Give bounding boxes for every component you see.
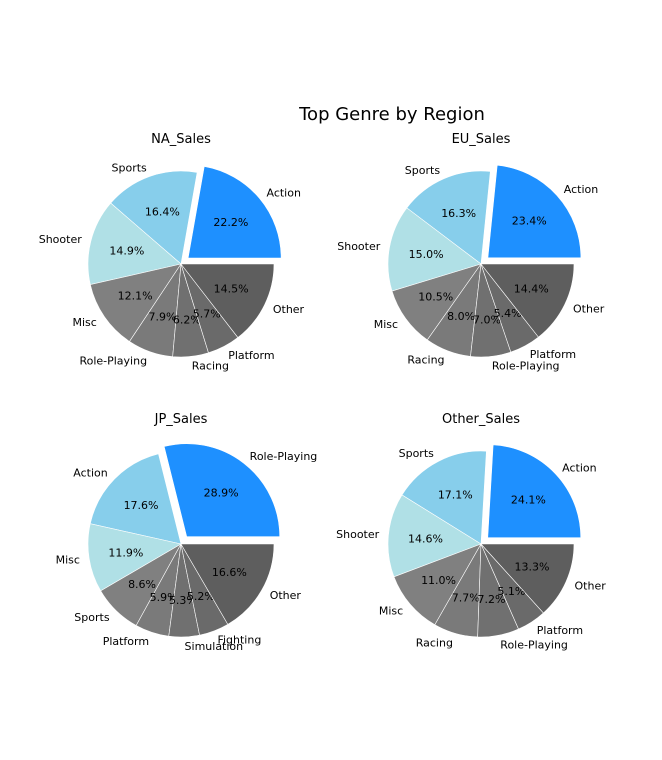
pie-slice-percent: 28.9% [204,487,239,500]
pie-slice-label: Action [562,461,596,474]
pie-slice-label: Shooter [336,528,379,541]
pie-slice-percent: 16.6% [212,566,247,579]
pie-slice-percent: 5.9% [150,591,178,604]
pie-slice-percent: 12.1% [118,290,153,303]
pie-slice-other [180,263,275,338]
pie-slice-label: Racing [192,360,229,373]
figure-title: Top Genre by Region [298,104,485,125]
pie-slice-label: Sports [74,611,110,624]
pie-slice-label: Action [564,183,598,196]
pie-slice-label: Misc [379,604,403,617]
pie-slice-percent: 5.2% [187,590,215,603]
pie-slice-label: Other [573,303,605,316]
pie-slice-label: Other [575,579,607,592]
pie-slice-sports [401,450,487,545]
pie-slice-misc [89,263,182,342]
pie-chart-jp-sales: JP_Sales 28.9% Role-Playing 17.6% Action 11.… [56,412,318,653]
pie-slice-percent: 7.0% [473,313,501,326]
pie-slice-percent: 11.9% [108,547,143,560]
pie-slice-label: Platform [537,624,583,637]
pie-slice-percent: 14.4% [514,282,549,295]
pie-slice-misc [87,523,182,592]
pie-slice-label: Shooter [39,233,82,246]
pie-slice-sports [406,170,491,265]
pie-slice-shooter [387,494,482,578]
pie-chart-na-sales: NA_Sales 22.2% Action 16.4% Sports 14.9% Shoo… [39,132,305,373]
pie-slice-label: Simulation [185,640,244,653]
pie-slice-percent: 23.4% [512,214,547,227]
pie-slice-label: Sports [112,162,148,175]
pie-slice-other [480,543,575,614]
pie-slice-percent: 13.3% [515,561,550,574]
pie-slice-label: Other [270,589,302,602]
pie-slice-sports [110,170,198,265]
pie-slice-percent: 10.5% [418,291,453,304]
pie-slice-percent: 7.9% [149,311,177,324]
pie-slice-label: Sports [399,447,435,460]
pie-slice-percent: 16.4% [145,205,180,218]
pie-slice-label: Role-Playing [492,360,560,373]
pie-title: Other_Sales [442,412,520,427]
pie-slice-label: Role-Playing [79,355,147,368]
pie-slice-shooter [87,202,182,285]
pie-slice-percent: 15.0% [409,248,444,261]
pie-slice-label: Platform [530,348,576,361]
pie-slice-percent: 11.0% [421,574,456,587]
pie-slice-percent: 6.2% [173,313,201,326]
pie-slice-label: Platform [228,349,274,362]
pie-slice-label: Role-Playing [250,450,318,463]
pie-slice-label: Shooter [337,240,380,253]
pie-slice-label: Racing [416,636,453,649]
pie-slice-label: Other [273,303,305,316]
pie-slice-action [89,453,182,545]
pie-title: NA_Sales [151,132,211,147]
pie-slice-shooter [387,207,482,292]
pie-slice-label: Misc [72,316,96,329]
pie-slice-percent: 24.1% [511,493,546,506]
pie-title: EU_Sales [452,132,511,147]
pie-slice-percent: 17.6% [124,499,159,512]
pie-slice-other [180,543,275,625]
pie-slice-label: Sports [405,164,441,177]
pie-slice-other [480,263,575,338]
pie-slice-percent: 8.0% [447,310,475,323]
pie-slice-percent: 14.6% [408,533,443,546]
pie-slice-percent: 22.2% [213,216,248,229]
pie-slice-action [487,444,582,538]
pie-slice-action [487,164,582,259]
pie-slice-percent: 16.3% [441,207,476,220]
pie-slice-percent: 14.5% [214,283,249,296]
pie-slice-label: Action [266,186,300,199]
pie-slice-label: Role-Playing [500,638,568,651]
pie-slice-action [187,166,282,259]
pie-slice-label: Misc [374,318,398,331]
pie-chart-other-sales: Other_Sales 24.1% Action 17.1% Sports 14.6% S… [336,412,606,651]
pie-slice-label: Action [73,467,107,480]
pie-slice-percent: 5.1% [497,585,525,598]
pie-slice-percent: 17.1% [438,488,473,501]
pie-slice-percent: 7.2% [478,593,506,606]
pie-slice-percent: 8.6% [128,578,156,591]
pie-chart-eu-sales: EU_Sales 23.4% Action 16.3% Sports 15.0% Shoo… [337,132,604,373]
pie-slice-percent: 5.7% [193,308,221,321]
pie-slice-percent: 5.4% [494,307,522,320]
pie-slice-role-playing [163,443,281,537]
pie-slice-percent: 5.3% [169,594,197,607]
pie-slice-label: Platform [103,635,149,648]
pie-slice-percent: 7.7% [452,592,480,605]
pie-slice-label: Misc [56,554,80,567]
pie-title: JP_Sales [154,412,208,427]
pie-slice-percent: 14.9% [109,244,144,257]
pie-slice-label: Fighting [217,634,261,647]
pie-slice-label: Racing [407,354,444,367]
